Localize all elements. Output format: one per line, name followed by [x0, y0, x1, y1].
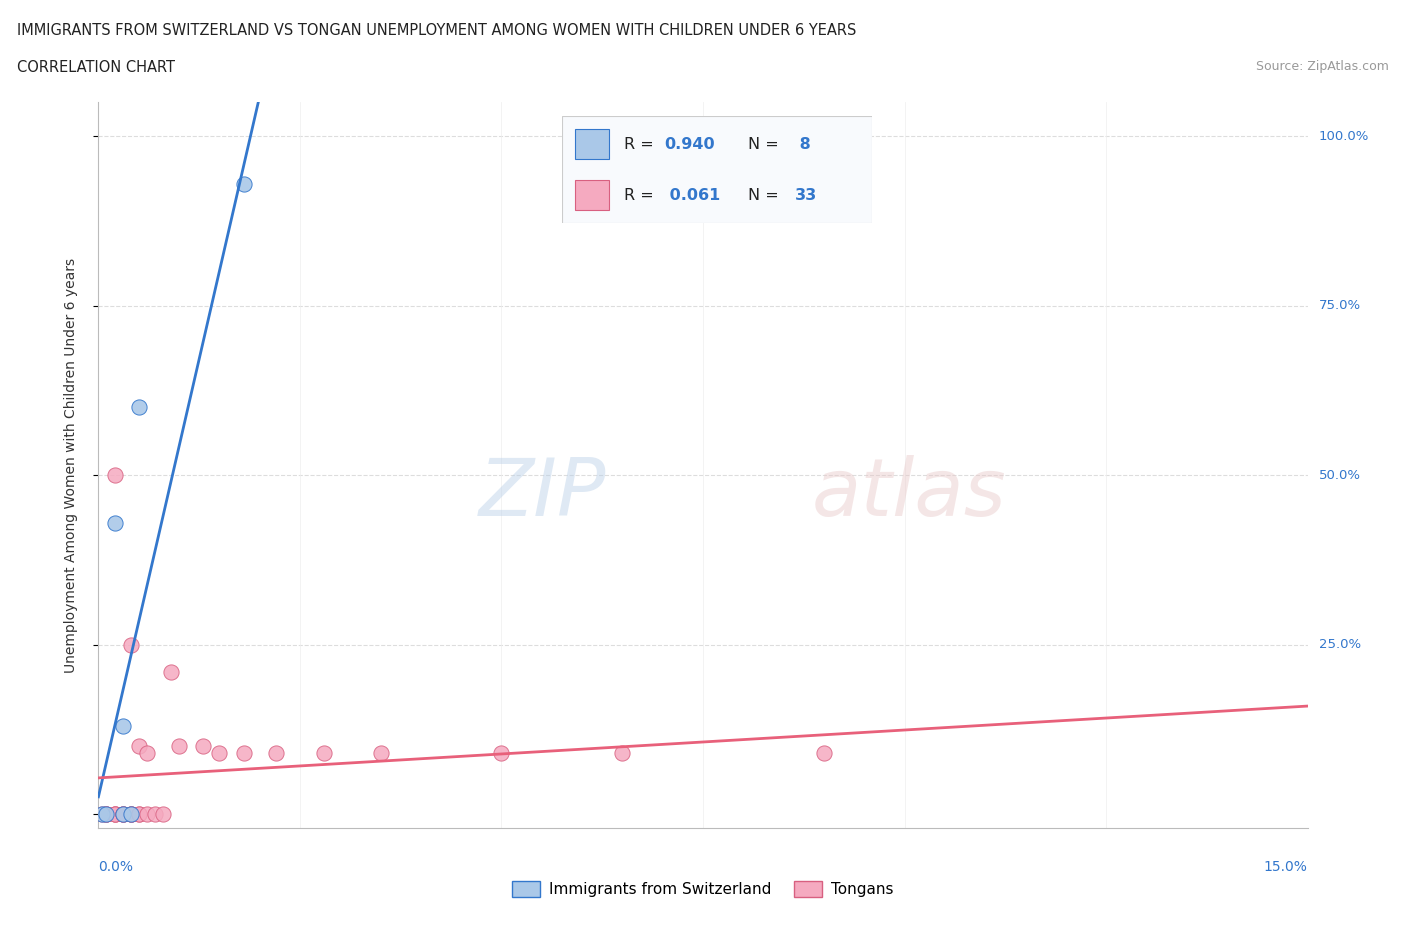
Point	[91, 806, 114, 821]
Point	[103, 806, 125, 821]
Point	[612, 746, 634, 761]
Point	[160, 664, 183, 679]
Text: 50.0%: 50.0%	[1319, 469, 1361, 482]
Point	[96, 806, 118, 821]
Text: R =: R =	[624, 188, 659, 203]
Text: 8: 8	[794, 137, 811, 152]
Point	[120, 806, 142, 821]
Point	[128, 806, 150, 821]
Text: N =: N =	[748, 137, 785, 152]
FancyBboxPatch shape	[575, 129, 609, 159]
Point	[103, 468, 125, 483]
Point	[208, 746, 231, 761]
Point	[135, 746, 157, 761]
Point	[120, 637, 142, 652]
Point	[103, 806, 125, 821]
Text: CORRELATION CHART: CORRELATION CHART	[17, 60, 174, 75]
Point	[813, 746, 835, 761]
Point	[152, 806, 174, 821]
Point	[96, 806, 118, 821]
Text: 33: 33	[794, 188, 817, 203]
Point	[135, 806, 157, 821]
Text: R =: R =	[624, 137, 659, 152]
Point	[111, 806, 134, 821]
Point	[120, 806, 142, 821]
Point	[370, 746, 392, 761]
Text: Source: ZipAtlas.com: Source: ZipAtlas.com	[1256, 60, 1389, 73]
Point	[111, 806, 134, 821]
Point	[232, 746, 254, 761]
Point	[120, 806, 142, 821]
Point	[103, 515, 125, 530]
Point	[314, 746, 336, 761]
Point	[232, 176, 254, 191]
Point	[128, 806, 150, 821]
Text: 15.0%: 15.0%	[1264, 860, 1308, 874]
Point	[91, 806, 114, 821]
Text: N =: N =	[748, 188, 785, 203]
Point	[193, 739, 215, 754]
Point	[143, 806, 166, 821]
Point	[96, 806, 118, 821]
Point	[167, 739, 190, 754]
Point	[491, 746, 513, 761]
Text: 75.0%: 75.0%	[1319, 299, 1361, 312]
Y-axis label: Unemployment Among Women with Children Under 6 years: Unemployment Among Women with Children U…	[63, 258, 77, 672]
Text: 100.0%: 100.0%	[1319, 129, 1369, 142]
Point	[111, 719, 134, 734]
Legend: Immigrants from Switzerland, Tongans: Immigrants from Switzerland, Tongans	[506, 874, 900, 903]
Point	[264, 746, 287, 761]
Text: 0.061: 0.061	[665, 188, 721, 203]
Text: 0.940: 0.940	[665, 137, 716, 152]
Point	[128, 400, 150, 415]
Text: 25.0%: 25.0%	[1319, 638, 1361, 651]
Point	[103, 806, 125, 821]
Point	[96, 806, 118, 821]
Text: ZIP: ZIP	[479, 455, 606, 533]
Text: IMMIGRANTS FROM SWITZERLAND VS TONGAN UNEMPLOYMENT AMONG WOMEN WITH CHILDREN UND: IMMIGRANTS FROM SWITZERLAND VS TONGAN UN…	[17, 23, 856, 38]
Text: 0.0%: 0.0%	[98, 860, 134, 874]
FancyBboxPatch shape	[562, 116, 872, 223]
Point	[120, 806, 142, 821]
Text: atlas: atlas	[811, 455, 1007, 533]
FancyBboxPatch shape	[575, 180, 609, 210]
Point	[111, 806, 134, 821]
Point	[111, 806, 134, 821]
Point	[128, 739, 150, 754]
